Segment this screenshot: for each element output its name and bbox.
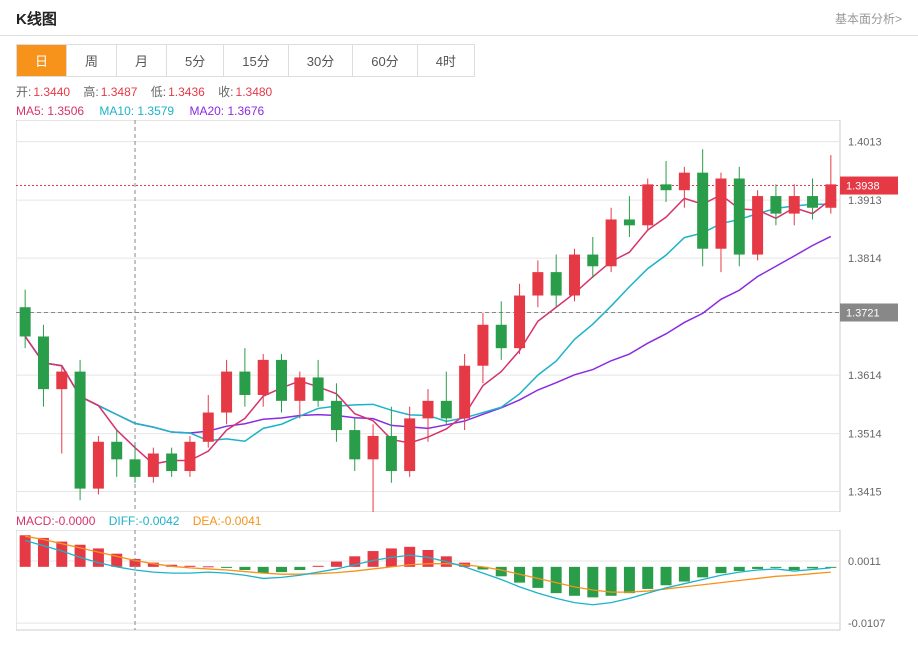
macd-labels: MACD:-0.0000 DIFF:-0.0042 DEA:-0.0041 (0, 512, 918, 528)
tab-5分[interactable]: 5分 (167, 45, 224, 76)
svg-text:1.3614: 1.3614 (848, 370, 882, 382)
tab-30分[interactable]: 30分 (289, 45, 353, 76)
svg-text:1.3938: 1.3938 (846, 181, 880, 193)
svg-text:-0.0107: -0.0107 (848, 618, 885, 630)
svg-text:1.3814: 1.3814 (848, 253, 882, 265)
ohlc-values: 开:1.3440 高:1.3487 低:1.3436 收:1.3480 (16, 83, 902, 100)
page-title: K线图 (16, 8, 57, 29)
ma-values: MA5: 1.3506 MA10: 1.3579 MA20: 1.3676 (16, 104, 902, 118)
svg-text:1.3721: 1.3721 (846, 307, 880, 319)
svg-text:1.3913: 1.3913 (848, 195, 882, 207)
timeframe-tabs: 日周月5分15分30分60分4时 (16, 44, 475, 77)
tab-月[interactable]: 月 (117, 45, 167, 76)
high-value: 1.3487 (101, 85, 138, 99)
svg-text:1.3514: 1.3514 (848, 429, 882, 441)
open-value: 1.3440 (33, 85, 70, 99)
ohlc-bar: 开:1.3440 高:1.3487 低:1.3436 收:1.3480 MA5:… (0, 77, 918, 118)
main-chart[interactable]: 1.3415 1.3514 1.3614 1.3721 1.3814 1.3913 1.40… (16, 120, 902, 512)
ma5-label: MA5: 1.3506 (16, 104, 84, 118)
header: K线图 基本面分析> (0, 0, 918, 36)
svg-text:0.0011: 0.0011 (848, 556, 881, 568)
macd-value: MACD:-0.0000 (16, 514, 95, 528)
tab-60分[interactable]: 60分 (353, 45, 417, 76)
diff-value: DIFF:-0.0042 (109, 514, 180, 528)
tab-周[interactable]: 周 (67, 45, 117, 76)
low-value: 1.3436 (168, 85, 205, 99)
macd-chart[interactable]: -0.0107 0.0011 (16, 530, 902, 650)
ma20-label: MA20: 1.3676 (189, 104, 264, 118)
svg-text:1.4013: 1.4013 (848, 137, 882, 149)
ma10-label: MA10: 1.3579 (99, 104, 174, 118)
close-value: 1.3480 (236, 85, 273, 99)
tab-15分[interactable]: 15分 (224, 45, 288, 76)
analysis-link[interactable]: 基本面分析> (835, 10, 902, 27)
tab-4时[interactable]: 4时 (418, 45, 474, 76)
tab-日[interactable]: 日 (17, 45, 67, 76)
svg-text:1.3415: 1.3415 (848, 487, 882, 499)
dea-value: DEA:-0.0041 (193, 514, 262, 528)
